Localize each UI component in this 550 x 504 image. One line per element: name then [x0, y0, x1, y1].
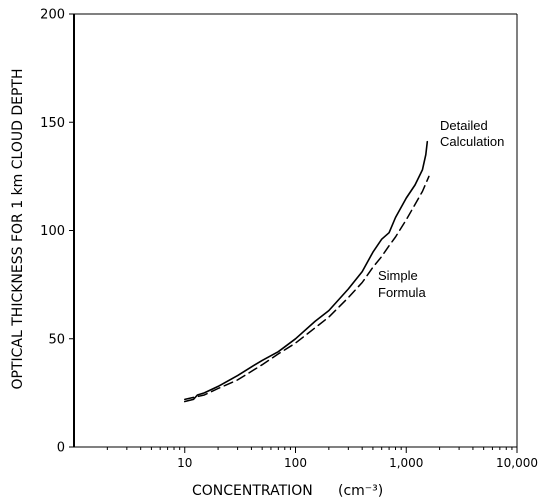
y-tick-label: 0 [57, 441, 65, 456]
series-layer [184, 140, 430, 403]
y-tick-label: 200 [40, 8, 65, 23]
y-axis-label: OPTICAL THICKNESS FOR 1 km CLOUD DEPTH [10, 69, 26, 390]
x-axis-unit: (cm⁻³) [338, 483, 383, 499]
series-line-simple-formula [184, 175, 430, 401]
x-tick-label: 100 [284, 456, 307, 470]
x-axis-ticks: 10 100 1,000 10,000 [106, 447, 538, 470]
series-label-simple-line1: Simple [378, 268, 418, 283]
y-tick-label: 50 [48, 332, 65, 347]
series-line-detailed-calculation [184, 140, 429, 403]
x-tick-label: 10 [177, 456, 192, 470]
y-axis-ticks: 0 50 100 150 200 [40, 8, 74, 456]
series-label-detailed-line1: Detailed [440, 118, 488, 133]
x-tick-label: 1,000 [389, 456, 423, 470]
x-axis-label: CONCENTRATION [192, 483, 313, 499]
y-tick-label: 100 [40, 224, 65, 239]
series-label-simple-line2: Formula [378, 285, 426, 300]
plot-frame [73, 13, 518, 448]
y-tick-label: 150 [40, 116, 65, 131]
series-label-detailed-line2: Calculation [440, 134, 504, 149]
x-tick-label: 10,000 [496, 456, 538, 470]
